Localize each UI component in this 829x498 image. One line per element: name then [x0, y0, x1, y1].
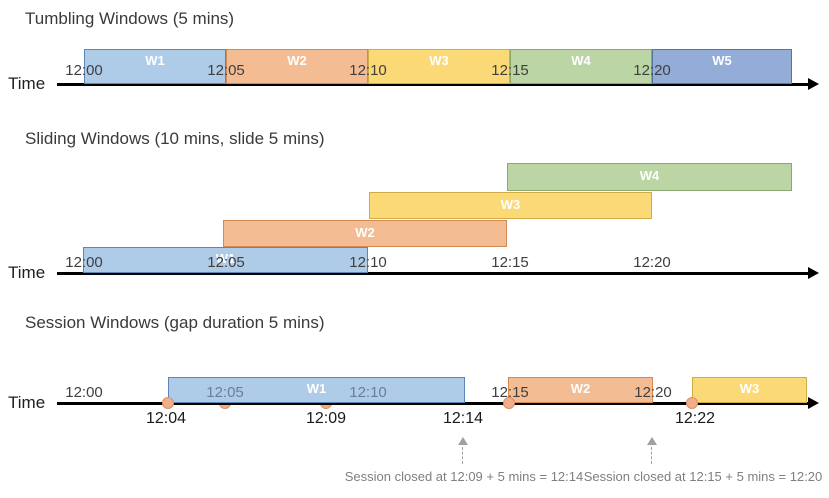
window-label-w4: W4 — [571, 53, 591, 68]
section-title: Tumbling Windows (5 mins) — [25, 9, 235, 28]
time-axis-line — [57, 402, 808, 405]
axis-tick-label: 12:00 — [65, 384, 103, 401]
window-label-w4: W4 — [639, 168, 660, 183]
event-time-label: 12:04 — [145, 410, 187, 427]
axis-tick-label: 12:05 — [207, 254, 245, 271]
axis-tick-label: 12:10 — [349, 254, 387, 271]
axis-tick-label: 12:10 — [349, 384, 387, 401]
window-box-w1 — [83, 247, 368, 273]
axis-tick-label: 12:05 — [206, 384, 244, 401]
axis-tick-label: 12:15 — [491, 384, 529, 401]
window-box-w1 — [84, 49, 226, 84]
dashed-arrow-up-icon — [647, 437, 657, 445]
window-label-w1: W1 — [215, 251, 236, 266]
window-box-w3 — [369, 192, 652, 219]
window-box-w2 — [223, 220, 507, 247]
section-title: Session Windows (gap duration 5 mins) — [25, 313, 325, 332]
window-label-w2: W2 — [355, 225, 375, 240]
axis-tick-label: 12:20 — [633, 254, 671, 271]
time-axis-line — [57, 83, 808, 86]
window-label-w1: W1 — [145, 53, 165, 68]
window-box-w4 — [507, 163, 792, 191]
time-axis-arrowhead — [808, 78, 819, 90]
dashed-arrow-line — [462, 447, 463, 464]
time-axis-label: Time — [8, 74, 46, 93]
window-label-w2: W2 — [287, 53, 307, 68]
event-dot — [503, 397, 515, 409]
window-box-w2 — [226, 49, 368, 84]
time-axis-arrowhead — [808, 267, 819, 279]
event-dot — [162, 397, 174, 409]
window-box-w4 — [510, 49, 652, 84]
dashed-arrow-up-icon — [458, 437, 468, 445]
window-label-w2: W2 — [570, 381, 591, 396]
axis-tick-label: 12:15 — [491, 254, 529, 271]
axis-tick-label: 12:10 — [349, 62, 387, 79]
time-axis-label: Time — [8, 393, 46, 412]
axis-tick-label: 12:20 — [634, 384, 672, 401]
window-label-w3: W3 — [429, 53, 449, 68]
window-label-w1: W1 — [306, 381, 327, 396]
window-box-w5 — [652, 49, 792, 84]
axis-tick-label: 12:15 — [491, 62, 529, 79]
section-title: Sliding Windows (10 mins, slide 5 mins) — [25, 129, 325, 148]
event-time-label: 12:14 — [442, 410, 484, 427]
session-closed-annotation: Session closed at 12:15 + 5 mins = 12:20 — [583, 469, 823, 484]
event-time-label: 12:09 — [305, 410, 347, 427]
window-label-w5: W5 — [712, 53, 732, 68]
window-box-w3 — [692, 377, 807, 403]
window-box-w3 — [368, 49, 510, 84]
dashed-arrow-line — [651, 447, 652, 464]
axis-tick-label: 12:00 — [65, 254, 103, 271]
window-label-w3: W3 — [500, 197, 521, 212]
window-label-w3: W3 — [739, 381, 760, 396]
window-box-w1 — [168, 377, 465, 403]
event-dot — [686, 397, 698, 409]
time-axis-line — [57, 272, 808, 275]
axis-tick-label: 12:20 — [633, 62, 671, 79]
session-closed-annotation: Session closed at 12:09 + 5 mins = 12:14 — [344, 469, 584, 484]
time-axis-arrowhead — [808, 397, 819, 409]
axis-tick-label: 12:00 — [65, 62, 103, 79]
window-box-w2 — [508, 377, 653, 403]
event-time-label: 12:22 — [674, 410, 716, 427]
axis-tick-label: 12:05 — [207, 62, 245, 79]
time-axis-label: Time — [8, 263, 46, 282]
